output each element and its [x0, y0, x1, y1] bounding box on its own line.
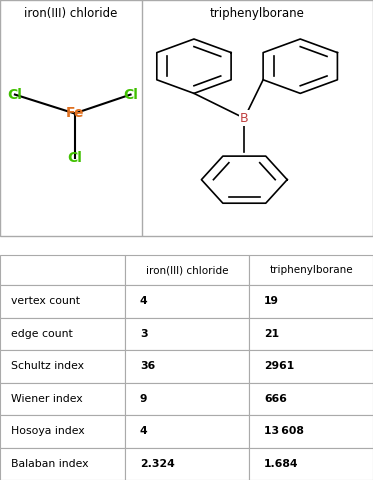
Text: 1.684: 1.684: [264, 459, 298, 469]
Bar: [125, 285, 249, 318]
Text: 19: 19: [264, 297, 279, 307]
Bar: [125, 383, 249, 415]
Text: 4: 4: [140, 426, 147, 436]
Text: Hosoya index: Hosoya index: [11, 426, 85, 436]
Bar: [0, 447, 125, 480]
Bar: [0, 383, 125, 415]
Bar: [125, 415, 249, 447]
Text: 36: 36: [140, 361, 155, 372]
Text: Cl: Cl: [123, 87, 138, 102]
Text: Cl: Cl: [7, 87, 22, 102]
Bar: [0, 415, 125, 447]
Text: triphenylborane: triphenylborane: [210, 7, 305, 20]
Text: Wiener index: Wiener index: [11, 394, 83, 404]
Bar: [249, 350, 373, 383]
Text: 2961: 2961: [264, 361, 294, 372]
Bar: [0, 255, 125, 285]
Text: iron(III) chloride: iron(III) chloride: [24, 7, 117, 20]
Bar: [249, 383, 373, 415]
Text: edge count: edge count: [11, 329, 73, 339]
Text: 666: 666: [264, 394, 287, 404]
FancyBboxPatch shape: [0, 0, 373, 236]
Text: 9: 9: [140, 394, 147, 404]
Bar: [125, 350, 249, 383]
Bar: [249, 285, 373, 318]
Bar: [249, 255, 373, 285]
Text: iron(III) chloride: iron(III) chloride: [146, 265, 228, 275]
Bar: [125, 447, 249, 480]
Bar: [0, 285, 125, 318]
Text: vertex count: vertex count: [11, 297, 80, 307]
Text: 21: 21: [264, 329, 279, 339]
Bar: [249, 415, 373, 447]
Text: triphenylborane: triphenylborane: [269, 265, 353, 275]
Text: Balaban index: Balaban index: [11, 459, 89, 469]
Bar: [125, 255, 249, 285]
Bar: [249, 318, 373, 350]
Bar: [249, 447, 373, 480]
Bar: [125, 318, 249, 350]
Text: 3: 3: [140, 329, 147, 339]
Text: Schultz index: Schultz index: [11, 361, 84, 372]
Bar: [0, 350, 125, 383]
Text: Cl: Cl: [67, 151, 82, 166]
Text: 2.324: 2.324: [140, 459, 175, 469]
Text: B: B: [240, 112, 249, 125]
Bar: [0, 318, 125, 350]
Text: Fe: Fe: [65, 107, 84, 120]
Text: 13 608: 13 608: [264, 426, 304, 436]
Text: 4: 4: [140, 297, 147, 307]
